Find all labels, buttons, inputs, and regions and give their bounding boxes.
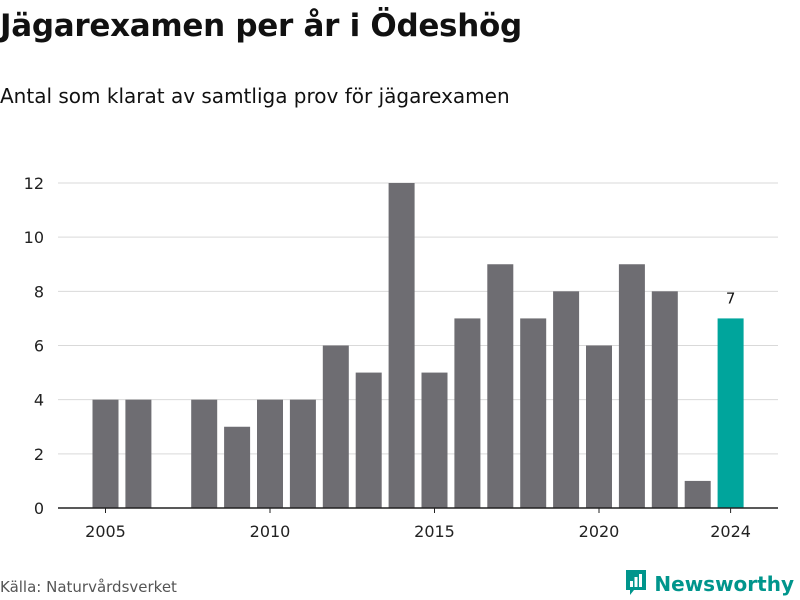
bar-2005 xyxy=(92,399,119,508)
bar-2010 xyxy=(257,399,283,508)
bar-2006 xyxy=(125,399,152,508)
bar-2024 xyxy=(717,318,744,508)
y-tick-label-12: 12 xyxy=(24,174,44,193)
brand-logo: Newsworthy xyxy=(624,568,794,600)
bar-2018 xyxy=(520,318,547,508)
bar-2016 xyxy=(454,318,481,508)
bar-2019 xyxy=(553,291,580,508)
bar-2014 xyxy=(388,183,415,508)
bar-chart-logo-icon xyxy=(624,568,648,600)
brand-name: Newsworthy xyxy=(654,572,794,596)
x-tick-label-2020: 2020 xyxy=(579,522,620,541)
source-note: Källa: Naturvårdsverket xyxy=(0,578,177,596)
bar-2008 xyxy=(191,399,218,508)
chart-title: Jägarexamen per år i Ödeshög xyxy=(0,8,522,44)
y-tick-label-8: 8 xyxy=(34,282,44,301)
bar-2023 xyxy=(684,480,711,508)
bar-2017 xyxy=(487,264,514,508)
chart-subtitle: Antal som klarat av samtliga prov för jä… xyxy=(0,84,510,108)
data-labels: 7 xyxy=(726,289,736,307)
y-tick-label-4: 4 xyxy=(34,391,44,410)
y-tick-label-10: 10 xyxy=(24,228,44,247)
bar-2021 xyxy=(618,264,645,508)
y-tick-label-0: 0 xyxy=(34,499,44,518)
bar-chart: 0 2 4 6 8 10 12 7 2005 2010 2015 2020 2024 xyxy=(24,174,778,541)
x-tick-label-2024: 2024 xyxy=(710,522,751,541)
bar-2015 xyxy=(421,372,448,508)
x-tick-label-2010: 2010 xyxy=(250,522,291,541)
bars xyxy=(92,183,744,508)
y-tick-label-2: 2 xyxy=(34,445,44,464)
x-tick-label-2015: 2015 xyxy=(414,522,455,541)
data-label-2024: 7 xyxy=(726,289,736,307)
bar-2022 xyxy=(651,291,678,508)
bar-2013 xyxy=(355,372,382,508)
bar-2012 xyxy=(322,345,349,508)
x-axis: 2005 2010 2015 2020 2024 xyxy=(58,507,778,541)
y-tick-label-6: 6 xyxy=(34,337,44,356)
bar-2009 xyxy=(224,426,251,508)
bar-2011 xyxy=(289,399,316,508)
y-axis-ticks: 0 2 4 6 8 10 12 xyxy=(24,174,44,518)
bar-2020 xyxy=(586,345,612,508)
x-tick-label-2005: 2005 xyxy=(85,522,126,541)
